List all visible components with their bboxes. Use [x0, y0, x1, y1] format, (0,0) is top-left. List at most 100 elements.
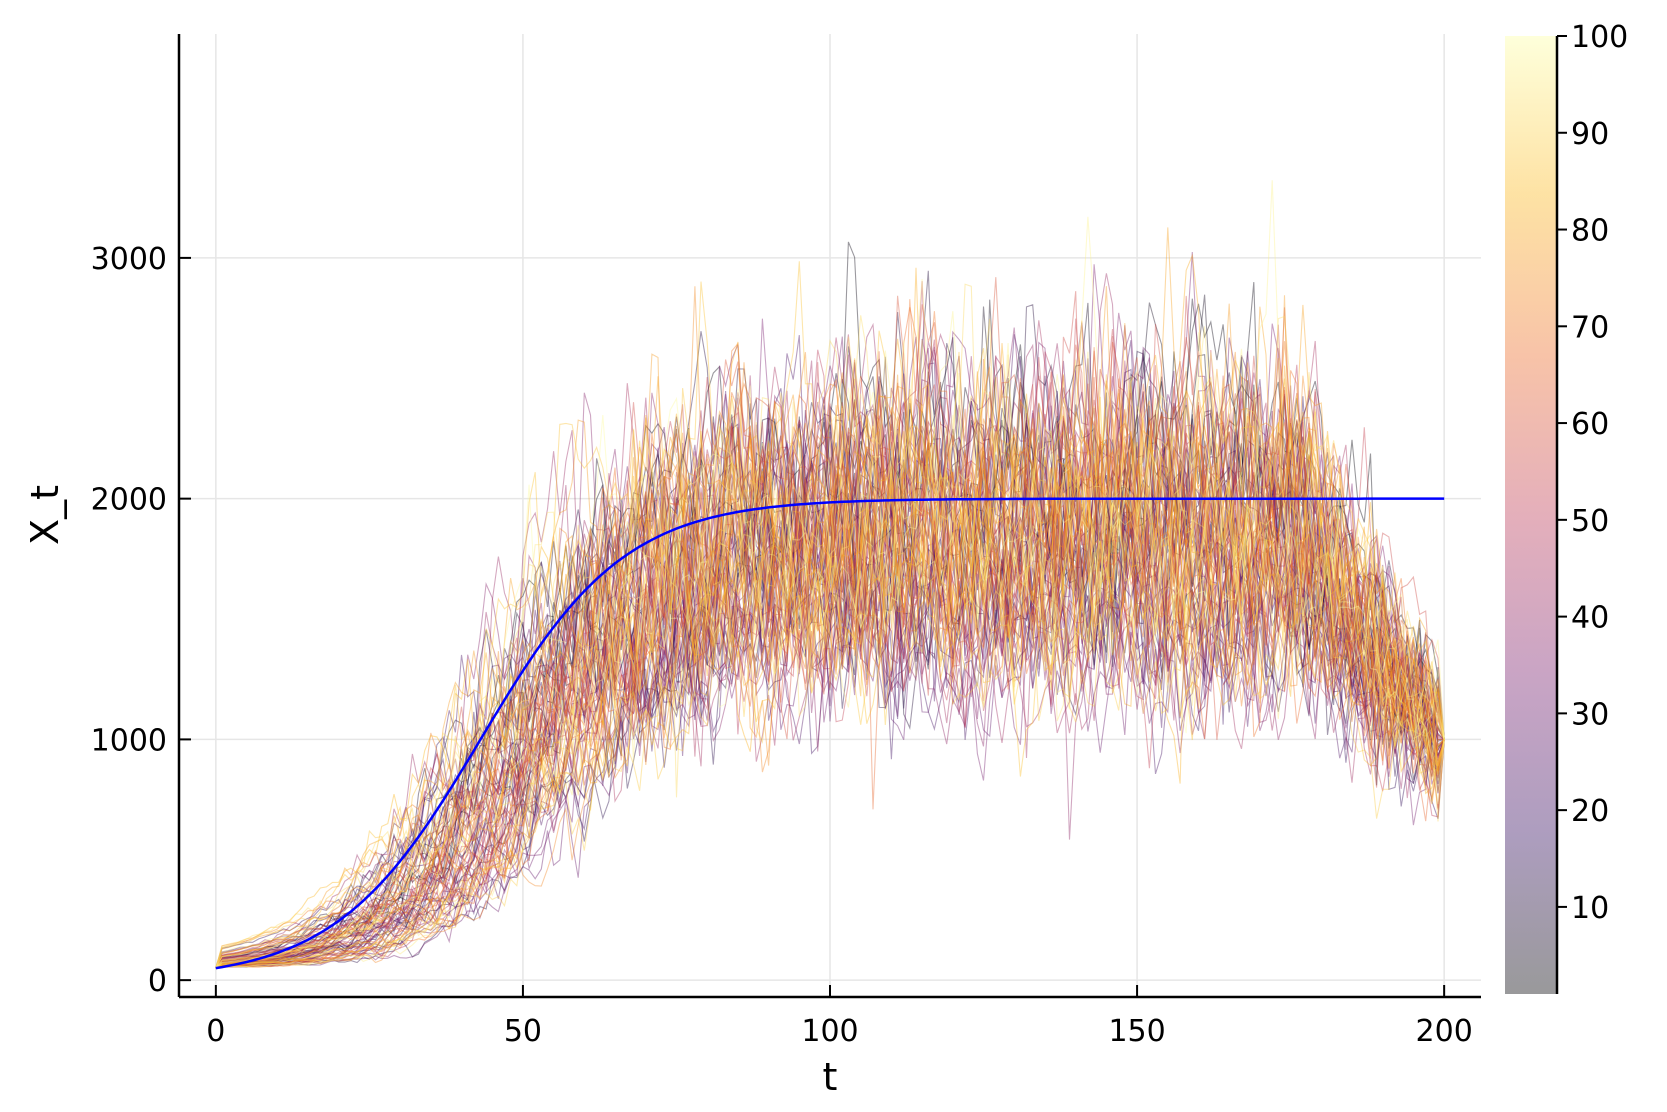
x-tick-label: 200	[1416, 1014, 1473, 1049]
path-67	[215, 307, 1445, 969]
path-27	[215, 373, 1445, 969]
path-50	[215, 483, 1445, 969]
path-1	[215, 351, 1445, 969]
path-10	[215, 270, 1445, 969]
path-48	[215, 408, 1445, 969]
path-40	[215, 372, 1445, 969]
path-16	[215, 496, 1445, 969]
path-51	[215, 421, 1445, 969]
path-29	[215, 492, 1445, 969]
path-84	[215, 454, 1445, 969]
path-8	[215, 457, 1445, 969]
path-73	[215, 456, 1445, 969]
path-24	[215, 526, 1445, 969]
mean-curve	[215, 497, 1445, 970]
path-17	[215, 356, 1445, 969]
colorbar-tick-label: 70	[1571, 310, 1609, 345]
path-11	[215, 312, 1445, 969]
y-tick-label: 0	[148, 964, 167, 999]
path-96	[215, 396, 1445, 969]
path-82	[215, 475, 1445, 969]
path-92	[215, 315, 1445, 969]
path-54	[215, 318, 1445, 969]
path-6	[215, 371, 1445, 969]
path-99	[215, 340, 1445, 969]
path-32	[215, 322, 1445, 969]
path-49	[215, 339, 1445, 969]
path-42	[215, 332, 1445, 969]
path-58	[215, 448, 1445, 969]
path-95	[215, 463, 1445, 969]
y-tick-label: 3000	[91, 242, 167, 277]
path-4	[215, 299, 1445, 969]
path-13	[215, 356, 1445, 969]
colorbar-tick-label: 80	[1571, 214, 1609, 249]
path-63	[215, 445, 1445, 969]
path-53	[215, 324, 1445, 969]
path-76	[215, 371, 1445, 969]
path-78	[215, 323, 1445, 969]
path-90	[215, 440, 1445, 969]
path-62	[215, 391, 1445, 969]
colorbar-tick-label: 90	[1571, 117, 1609, 152]
path-52	[215, 531, 1445, 969]
path-39	[215, 551, 1445, 969]
path-70	[215, 362, 1445, 969]
colorbar-tick-label: 30	[1571, 697, 1609, 732]
path-3	[215, 241, 1445, 969]
path-38	[215, 531, 1445, 969]
path-64	[215, 351, 1445, 969]
path-87	[215, 532, 1445, 969]
path-25	[215, 423, 1445, 969]
x-tick-label: 150	[1108, 1014, 1165, 1049]
x-tick-label: 100	[801, 1014, 858, 1049]
path-77	[215, 286, 1445, 969]
path-60	[215, 277, 1445, 969]
x-axis-label: t	[823, 1055, 838, 1099]
path-5	[215, 294, 1445, 969]
path-93	[215, 405, 1445, 969]
grid	[179, 34, 1481, 997]
path-65	[215, 415, 1445, 969]
path-68	[215, 378, 1445, 969]
path-2	[215, 344, 1445, 969]
colorbar: 10 20 30 40 50 60 70 80 90 100	[1505, 20, 1628, 994]
simulated-paths	[215, 180, 1445, 969]
x-tick-label: 50	[504, 1014, 542, 1049]
y-tick-label: 2000	[91, 483, 167, 518]
path-83	[215, 360, 1445, 969]
path-34	[215, 251, 1445, 969]
path-33	[215, 534, 1445, 969]
path-46	[215, 360, 1445, 969]
path-72	[215, 430, 1445, 969]
path-94	[215, 326, 1445, 969]
path-35	[215, 312, 1445, 969]
path-81	[215, 253, 1445, 969]
path-44	[215, 535, 1445, 969]
path-23	[215, 334, 1445, 969]
path-30	[215, 410, 1445, 969]
colorbar-tick-label: 40	[1571, 601, 1609, 636]
path-56	[215, 291, 1445, 969]
path-97	[215, 180, 1445, 969]
path-98	[215, 394, 1445, 969]
colorbar-tick-label: 60	[1571, 407, 1609, 442]
path-55	[215, 336, 1445, 969]
colorbar-tick-label: 100	[1571, 20, 1628, 55]
path-43	[215, 542, 1445, 969]
path-100	[215, 494, 1445, 969]
path-37	[215, 325, 1445, 969]
path-12	[215, 488, 1445, 969]
path-86	[215, 261, 1445, 969]
path-66	[215, 467, 1445, 969]
path-75	[215, 416, 1445, 969]
path-88	[215, 532, 1445, 969]
path-19	[215, 459, 1445, 969]
path-36	[215, 433, 1445, 969]
path-15	[215, 436, 1445, 969]
colorbar-gradient	[1505, 36, 1557, 994]
colorbar-tick-label: 20	[1571, 794, 1609, 829]
path-14	[215, 375, 1445, 969]
x-axis-ticks: 0 50 100 150 200	[206, 985, 1473, 1049]
